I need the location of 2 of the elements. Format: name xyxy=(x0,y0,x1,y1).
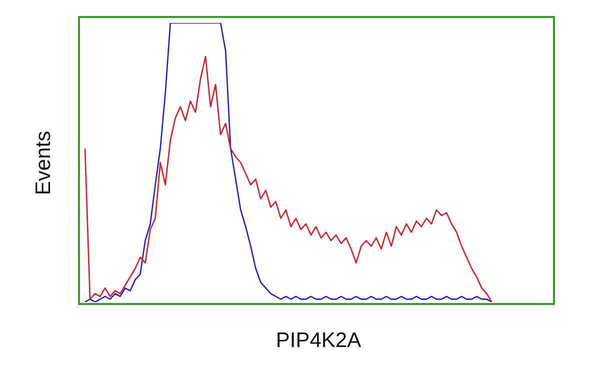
y-axis-title: Events xyxy=(32,130,56,195)
x-axis-title: PIP4K2A xyxy=(274,329,362,353)
